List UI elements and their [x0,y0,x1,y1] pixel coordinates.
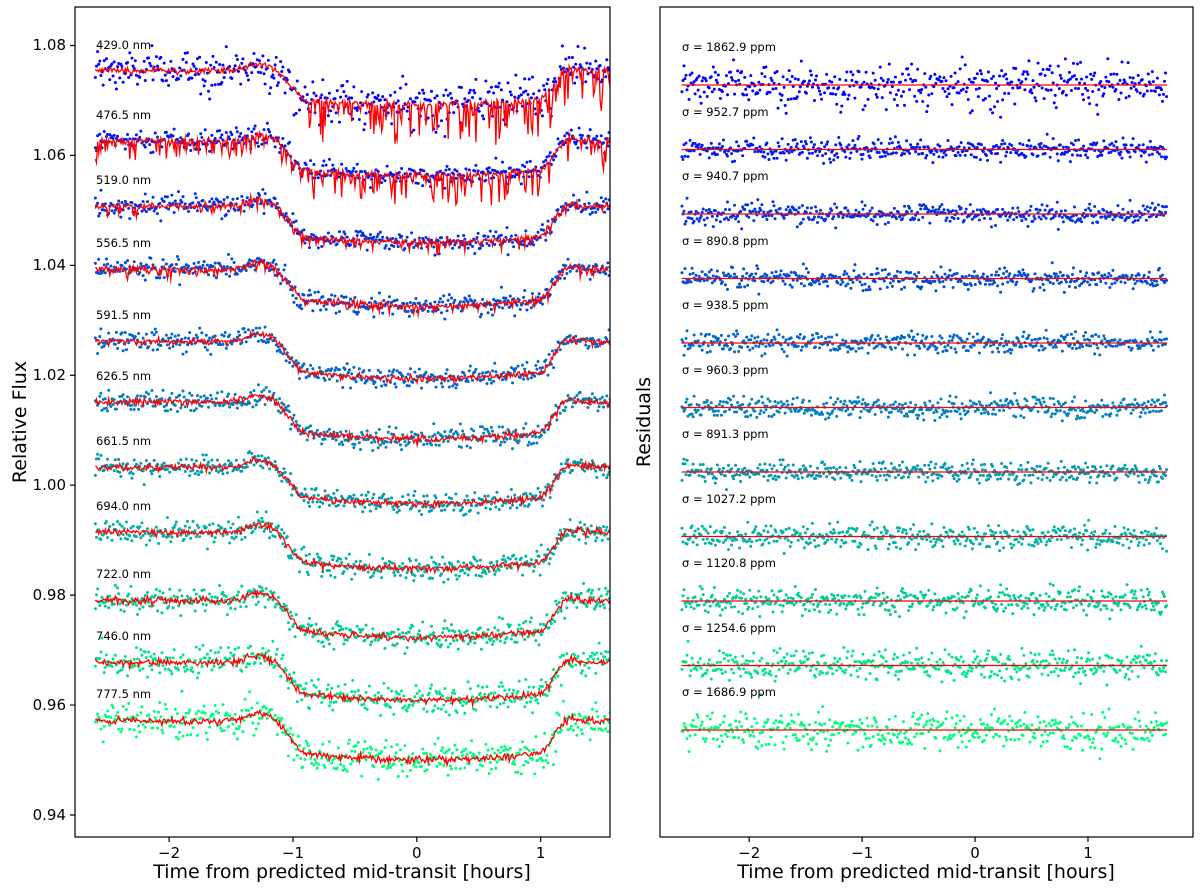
x-tick-label-left-−2: −2 [158,844,181,862]
series-label-519.0-nm: 519.0 nm [96,172,152,187]
x-tick-label-right-0: 0 [970,844,980,862]
sigma-label-8: σ = 1120.8 ppm [682,556,776,570]
series-label-694.0-nm: 694.0 nm [96,498,152,513]
sigma-label-1: σ = 952.7 ppm [682,104,769,119]
y-tick-label-1.00: 1.00 [32,475,66,494]
left-y-axis-title: Relative Flux [9,360,31,484]
series-label-722.0-nm: 722.0 nm [96,567,152,582]
x-tick-label-right-−1: −1 [851,844,874,862]
x-tick-label-left-0: 0 [412,844,422,862]
x-tick-label-left-1: 1 [535,844,546,862]
y-tick-label-0.98: 0.98 [32,585,66,604]
series-label-556.5-nm: 556.5 nm [96,236,152,251]
sigma-label-9: σ = 1254.6 ppm [682,620,776,635]
series-label-746.0-nm: 746.0 nm [96,629,152,644]
y-tick-label-1.06: 1.06 [32,146,66,165]
y-tick-label-1.04: 1.04 [32,256,66,275]
sigma-label-2: σ = 940.7 ppm [682,169,769,183]
series-label-476.5-nm: 476.5 nm [96,107,152,122]
series-label-429.0-nm: 429.0 nm [96,37,152,52]
sigma-label-6: σ = 891.3 ppm [682,427,769,441]
x-tick-label-right-1: 1 [1083,844,1093,862]
y-tick-label-0.96: 0.96 [32,695,66,714]
x-tick-label-right-−2: −2 [738,844,761,862]
right-x-axis-title: Time from predicted mid-transit [hours] [737,861,1115,883]
sigma-label-5: σ = 960.3 ppm [682,362,769,377]
sigma-label-10: σ = 1686.9 ppm [682,685,776,699]
x-tick-label-left-−1: −1 [281,844,305,862]
series-label-626.5-nm: 626.5 nm [96,368,152,383]
sigma-label-4: σ = 938.5 ppm [682,298,769,312]
sigma-label-3: σ = 890.8 ppm [682,233,769,248]
right-y-axis-title: Residuals [633,376,655,468]
sigma-label-7: σ = 1027.2 ppm [682,491,776,506]
y-tick-label-0.94: 0.94 [32,805,66,824]
y-tick-label-1.02: 1.02 [32,366,66,385]
sigma-label-0: σ = 1862.9 ppm [682,40,776,54]
series-label-777.5-nm: 777.5 nm [96,687,152,702]
y-tick-label-1.08: 1.08 [32,36,66,55]
left-x-axis-title: Time from predicted mid-transit [hours] [153,861,531,883]
series-label-661.5-nm: 661.5 nm [96,434,152,449]
series-label-591.5-nm: 591.5 nm [96,308,152,323]
